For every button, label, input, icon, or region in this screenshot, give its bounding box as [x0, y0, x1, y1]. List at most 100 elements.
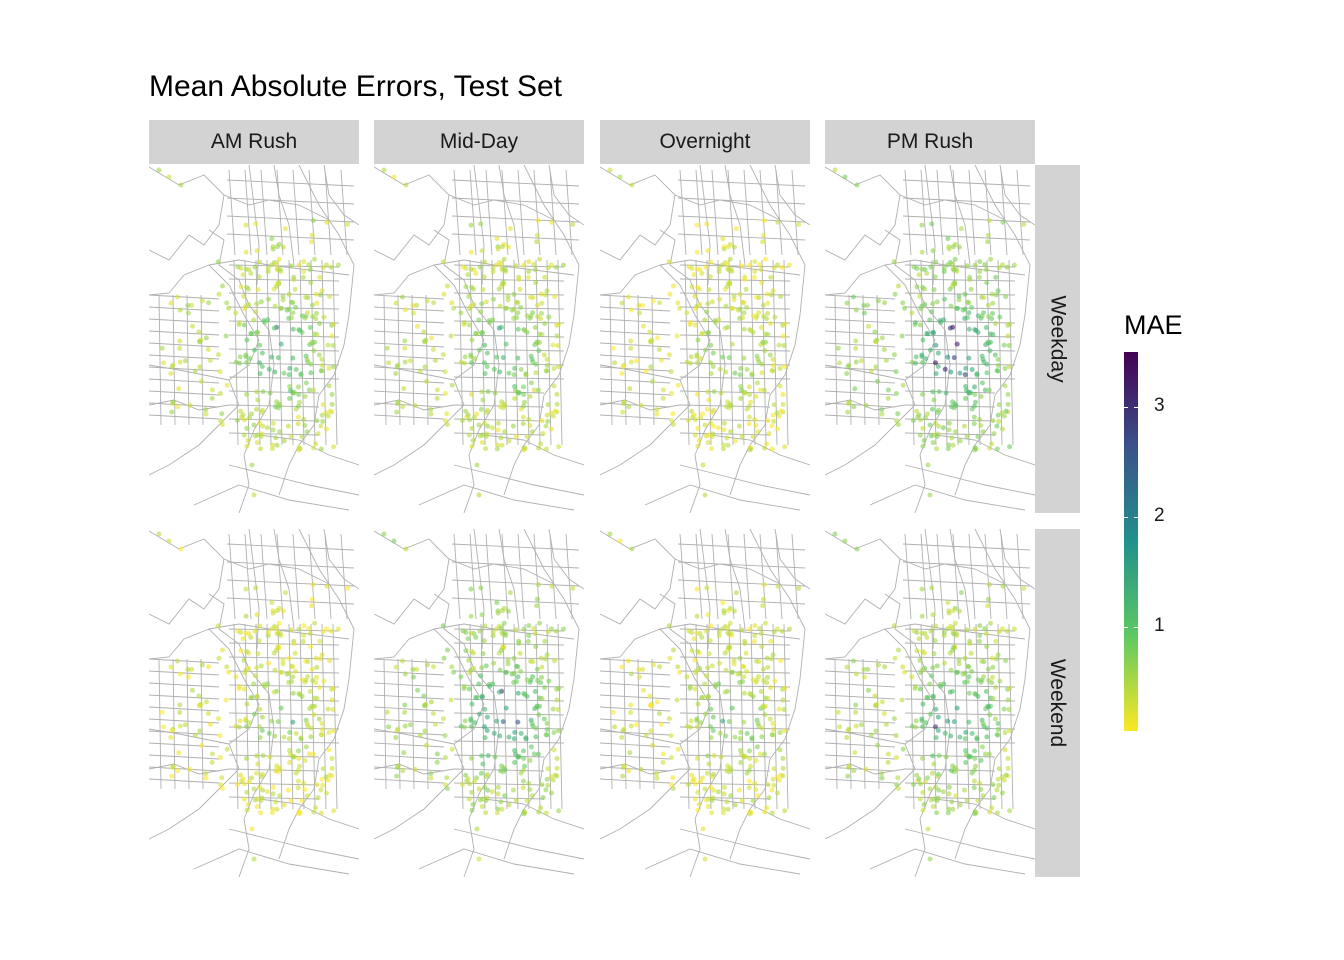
station-point	[556, 685, 562, 691]
station-point	[533, 370, 539, 376]
station-point	[314, 674, 320, 680]
station-point	[474, 411, 480, 417]
station-point	[698, 720, 704, 726]
station-point	[474, 775, 480, 781]
station-point	[203, 771, 209, 777]
station-point	[282, 226, 288, 232]
station-point	[484, 714, 490, 720]
station-point	[984, 734, 990, 740]
station-point	[485, 753, 491, 759]
station-point	[266, 730, 272, 736]
station-point	[272, 733, 278, 739]
station-point	[694, 630, 700, 636]
station-point	[428, 411, 434, 417]
station-point	[995, 776, 1001, 782]
station-point	[290, 355, 296, 361]
station-point	[689, 629, 695, 635]
station-point	[402, 723, 408, 729]
station-point	[467, 670, 473, 676]
station-point	[308, 370, 314, 376]
station-point	[861, 674, 867, 680]
station-point	[481, 638, 487, 644]
station-point	[924, 270, 930, 276]
station-point	[244, 755, 250, 761]
station-point	[326, 747, 332, 753]
station-point	[971, 403, 977, 409]
station-point	[747, 392, 753, 398]
station-point	[707, 638, 713, 644]
station-point	[935, 714, 941, 720]
station-point	[999, 790, 1005, 796]
station-point	[987, 348, 993, 354]
station-point	[963, 387, 969, 393]
station-point	[312, 620, 318, 626]
station-point	[219, 647, 225, 653]
station-point	[329, 755, 335, 761]
station-point	[692, 322, 698, 328]
station-point	[933, 360, 939, 366]
station-point	[505, 657, 511, 663]
station-point	[170, 763, 176, 769]
station-point	[251, 422, 257, 428]
station-point	[920, 648, 926, 654]
station-point	[625, 658, 631, 664]
station-point	[746, 421, 752, 427]
legend-tick-mark	[1124, 516, 1128, 518]
station-point	[535, 313, 541, 319]
station-point	[233, 674, 239, 680]
station-point	[223, 333, 229, 339]
station-point	[725, 644, 731, 650]
station-point	[311, 348, 317, 354]
station-point	[430, 346, 436, 352]
station-point	[883, 721, 889, 727]
station-point	[724, 404, 730, 410]
station-point	[984, 361, 990, 367]
station-point	[277, 630, 283, 636]
station-point	[949, 435, 955, 441]
station-point	[536, 809, 542, 815]
station-point	[474, 331, 480, 337]
station-point	[710, 350, 716, 356]
station-point	[306, 387, 312, 393]
station-point	[770, 776, 776, 782]
station-point	[748, 691, 754, 697]
station-point	[997, 678, 1003, 684]
station-point	[331, 808, 337, 814]
station-point	[949, 404, 955, 410]
station-point	[942, 296, 948, 302]
station-point	[224, 664, 230, 670]
station-point	[928, 433, 934, 439]
station-point	[705, 612, 711, 618]
station-point	[407, 358, 413, 364]
station-point	[946, 427, 952, 433]
station-point	[693, 781, 699, 787]
station-point	[290, 664, 296, 670]
station-point	[466, 796, 472, 802]
station-point	[310, 218, 316, 224]
station-point	[506, 370, 512, 376]
station-point	[345, 221, 351, 227]
station-point	[974, 372, 980, 378]
station-point	[966, 674, 972, 680]
station-point	[516, 276, 522, 282]
station-point	[949, 261, 955, 267]
station-point	[720, 236, 726, 242]
station-point	[782, 321, 788, 327]
station-point	[752, 417, 758, 423]
station-point	[918, 417, 924, 423]
station-point	[485, 787, 491, 793]
station-point	[752, 623, 758, 629]
station-point	[933, 259, 939, 265]
station-point	[991, 431, 997, 437]
station-point	[728, 630, 734, 636]
station-point	[295, 414, 301, 420]
station-point	[530, 659, 536, 665]
station-point	[189, 302, 195, 308]
station-point	[995, 368, 1001, 374]
station-point	[168, 664, 174, 670]
station-point	[258, 446, 264, 452]
station-point	[503, 305, 509, 311]
station-point	[737, 736, 743, 742]
station-point	[444, 421, 450, 427]
station-point	[495, 610, 501, 616]
